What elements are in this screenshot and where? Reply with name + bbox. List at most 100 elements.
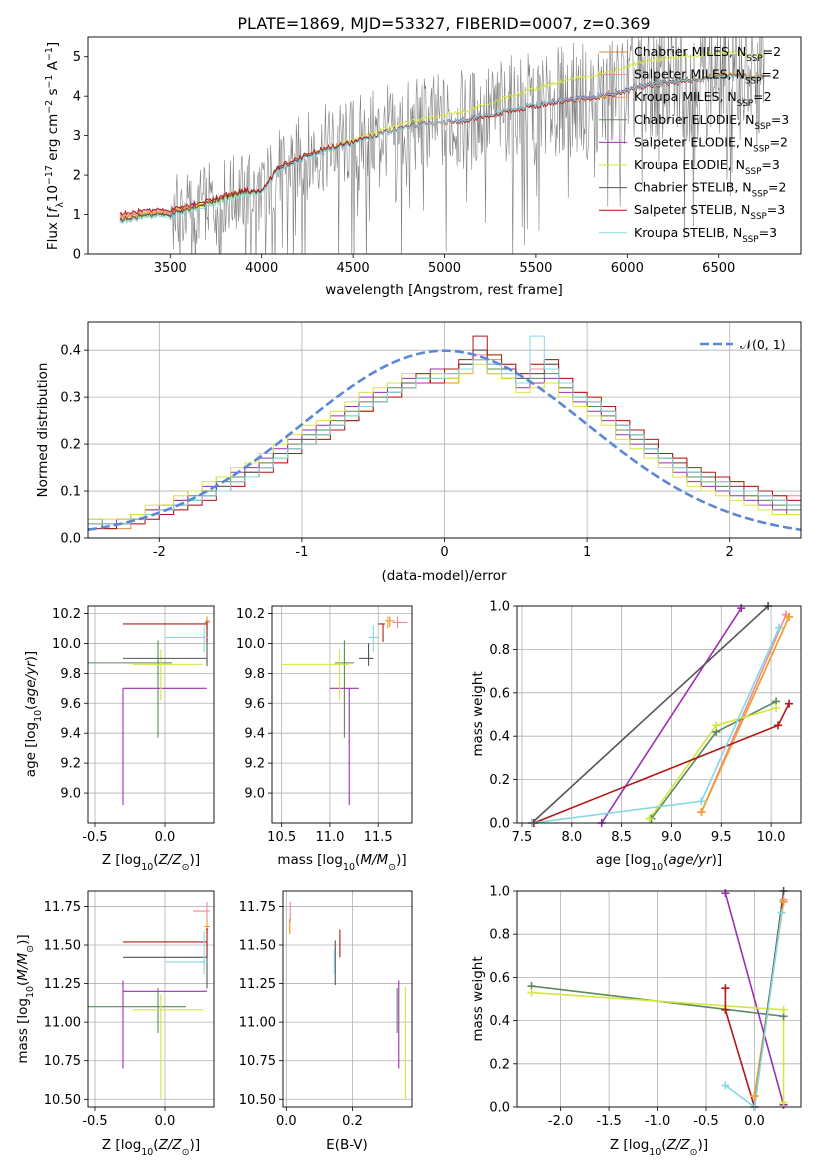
- x-axis-label: Z [log10(Z/Z⊙)]: [610, 1137, 708, 1158]
- model-line: [119, 73, 765, 225]
- y-tick-label: 0.0: [489, 817, 510, 832]
- weight-marker: [721, 1081, 730, 1090]
- x-tick-label: -0.5: [693, 1114, 718, 1129]
- legend-entry: Salpeter STELIB, NSSP=3: [634, 202, 785, 222]
- axes-frame: [87, 321, 802, 539]
- y-tick-label: 9.8: [244, 667, 265, 682]
- x-axis-label: Z [log10(Z/Z⊙)]: [102, 852, 200, 873]
- y-tick-label: 0.6: [489, 971, 510, 986]
- y-tick-label: 0.2: [489, 773, 510, 788]
- weight-line: [724, 912, 783, 1107]
- y-tick-label: 9.4: [244, 727, 265, 742]
- legend-entry: Kroupa MILES, NSSP=2: [634, 89, 772, 109]
- weight-marker: [750, 1092, 759, 1101]
- weight-marker: [645, 814, 654, 823]
- x-tick-label: 0.0: [155, 1114, 176, 1129]
- weight-marker: [721, 889, 730, 898]
- weight-marker: [772, 703, 781, 712]
- y-tick-label: 10.75: [44, 1054, 81, 1069]
- axes-frame: [516, 890, 802, 1108]
- y-tick-label: 1.0: [489, 600, 510, 615]
- x-tick-label: 0.0: [744, 1114, 765, 1129]
- weight-line: [650, 700, 777, 820]
- x-tick-label: 2: [726, 545, 734, 560]
- y-tick-label: 0.8: [489, 643, 510, 658]
- legend-entry: Kroupa ELODIE, NSSP=3: [634, 157, 780, 177]
- x-tick-label: 9.5: [711, 830, 732, 845]
- y-tick-label: 11.00: [44, 1016, 81, 1031]
- errorbar-plot: [289, 901, 406, 1100]
- axes-frame: [271, 605, 413, 824]
- y-tick-label: 9.2: [244, 757, 265, 772]
- weight-line: [531, 606, 769, 823]
- x-tick-label: 4500: [337, 261, 370, 276]
- x-axis-label: age [log10(age/yr)]: [596, 852, 722, 873]
- y-tick-label: 10.0: [52, 637, 81, 652]
- y-tick-label: 10.75: [239, 1054, 276, 1069]
- y-tick-label: 9.0: [244, 787, 265, 802]
- panel-6: [279, 891, 412, 1111]
- axes-frame: [87, 605, 215, 824]
- x-tick-label: 11.0: [315, 830, 344, 845]
- y-tick-label: 0.1: [60, 485, 81, 500]
- errorbar-plot: [281, 616, 408, 806]
- weight-marker: [697, 808, 706, 817]
- y-tick-label: 9.2: [60, 757, 81, 772]
- y-tick-label: 0.4: [489, 1014, 510, 1029]
- panel-2: [84, 606, 214, 827]
- x-tick-label: -0.5: [82, 1114, 107, 1129]
- weight-marker: [774, 721, 783, 730]
- y-tick-label: 11.00: [239, 1016, 276, 1031]
- y-tick-label: 9.6: [244, 697, 265, 712]
- weight-marker: [697, 797, 706, 806]
- y-tick-label: 10.50: [239, 1093, 276, 1108]
- x-tick-label: -2.0: [548, 1114, 573, 1129]
- x-tick-label: 8.0: [561, 830, 582, 845]
- weight-line: [700, 616, 790, 813]
- weight-line: [724, 892, 785, 1106]
- y-tick-label: 0.2: [60, 438, 81, 453]
- panel-0: [84, 56, 720, 258]
- y-tick-label: 0.0: [489, 1101, 510, 1116]
- legend-entry: Chabrier STELIB, NSSP=2: [634, 180, 786, 200]
- weight-marker: [721, 1005, 730, 1014]
- chart-title: PLATE=1869, MJD=53327, FIBERID=0007, z=0…: [237, 14, 650, 33]
- weight-marker: [775, 623, 784, 632]
- y-tick-label: 0: [73, 248, 81, 263]
- y-tick-label: 11.75: [44, 900, 81, 915]
- x-tick-label: 5500: [519, 261, 552, 276]
- weight-marker: [777, 908, 786, 917]
- axes-frame: [87, 890, 215, 1108]
- y-tick-label: 0.8: [489, 928, 510, 943]
- y-axis-label: mass weight: [470, 956, 486, 1041]
- errorbar-plot: [88, 901, 210, 1100]
- x-axis-label: wavelength [Angstrom, rest frame]: [325, 282, 563, 298]
- y-tick-label: 0.4: [60, 344, 81, 359]
- axes-frame: [282, 890, 413, 1108]
- panel-1: [84, 322, 801, 542]
- weight-marker: [712, 721, 721, 730]
- y-tick-label: 9.0: [60, 787, 81, 802]
- weight-marker: [785, 699, 794, 708]
- x-tick-label: 0.2: [342, 1114, 363, 1129]
- weight-plot: [531, 606, 790, 823]
- x-axis-label: mass [log10(M/M⊙)]: [277, 852, 406, 873]
- y-tick-label: 9.4: [60, 727, 81, 742]
- y-axis-label: Normed distribution: [35, 363, 51, 498]
- weight-marker: [737, 604, 746, 613]
- weight-marker: [785, 612, 794, 621]
- y-tick-label: 10.2: [236, 607, 265, 622]
- legend-entry: Chabrier ELODIE, NSSP=3: [634, 112, 789, 132]
- x-tick-label: -1.0: [645, 1114, 670, 1129]
- x-tick-label: -1: [295, 545, 308, 560]
- weight-marker: [527, 988, 536, 997]
- x-axis-label: (data-model)/error: [381, 568, 507, 584]
- histogram-plot: [88, 335, 801, 538]
- y-tick-label: 1: [73, 208, 81, 223]
- x-tick-label: 6500: [702, 261, 735, 276]
- y-tick-label: 5: [73, 50, 81, 65]
- x-tick-label: 0.0: [155, 830, 176, 845]
- legend-entry: Salpeter ELODIE, NSSP=2: [634, 134, 788, 154]
- histogram-series: [88, 335, 801, 538]
